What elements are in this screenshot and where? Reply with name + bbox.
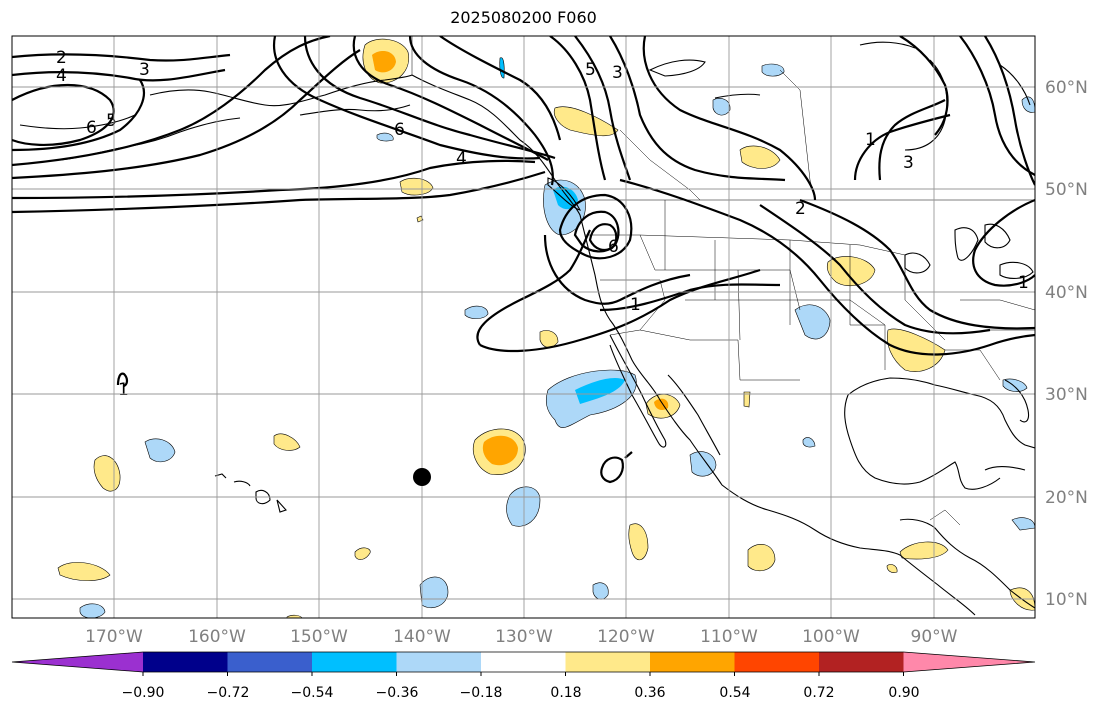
contour-label: 3 <box>612 63 623 83</box>
contour-label: 2 <box>56 48 67 68</box>
contour-label: 4 <box>56 66 67 86</box>
contour-label: 6 <box>608 237 619 257</box>
colorbar-tick-label: 0.18 <box>550 685 581 701</box>
contour-label: 1 <box>630 295 641 315</box>
contour-label: 3 <box>139 60 150 80</box>
colorbar-extend-low <box>12 652 143 672</box>
contour-lines <box>12 36 1035 484</box>
colorbar-segment <box>143 652 228 672</box>
colorbar <box>11 651 1036 676</box>
lat-label: 10°N <box>1045 590 1088 610</box>
colorbar-segment <box>227 652 313 672</box>
lon-label: 140°W <box>393 627 451 647</box>
colorbar-segment <box>650 652 735 672</box>
chart-title: 2025080200 F060 <box>450 8 597 27</box>
contour-label: 5 <box>106 111 117 131</box>
contour-label: 3 <box>903 153 914 173</box>
lon-label: 150°W <box>290 627 348 647</box>
colorbar-tick-label: −0.90 <box>122 685 165 701</box>
contour-label: 4 <box>456 149 467 169</box>
latitude-labels: 60°N 50°N 40°N 30°N 20°N 10°N <box>1045 78 1088 610</box>
colorbar-segment <box>819 652 904 672</box>
storm-center-dot <box>413 468 431 486</box>
gridlines <box>12 36 1035 618</box>
lon-label: 120°W <box>597 627 655 647</box>
colorbar-segment <box>565 652 651 672</box>
lon-label: 100°W <box>802 627 860 647</box>
positive-anomaly-patches <box>57 38 1035 618</box>
colorbar-segment <box>396 652 482 672</box>
colorbar-tick-label: 0.90 <box>888 685 919 701</box>
map-frame <box>11 35 1036 619</box>
contour-label: 1 <box>1018 273 1029 293</box>
contour-label: 6 <box>394 120 405 140</box>
contour-label: 1 <box>865 130 876 150</box>
contour-label: 5 <box>585 60 596 80</box>
lon-label: 170°W <box>85 627 143 647</box>
lat-label: 50°N <box>1045 180 1088 200</box>
lat-label: 30°N <box>1045 385 1088 405</box>
lon-label: 110°W <box>700 627 758 647</box>
colorbar-segment <box>312 652 397 672</box>
colorbar-ticks: −0.90 −0.72 −0.54 −0.36 −0.18 0.18 0.36 … <box>122 685 920 701</box>
contour-label: 6 <box>86 118 97 138</box>
contour-label: 1 <box>118 380 129 400</box>
lon-label: 90°W <box>911 627 958 647</box>
contour-label-group: 2 4 3 6 5 6 4 5 3 6 1 1 3 2 1 1 <box>56 48 1029 400</box>
lon-label: 130°W <box>495 627 553 647</box>
colorbar-tick-label: −0.36 <box>376 685 419 701</box>
colorbar-tick-label: 0.36 <box>634 685 665 701</box>
lat-label: 40°N <box>1045 283 1088 303</box>
coastlines <box>19 41 1035 616</box>
colorbar-tick-label: −0.72 <box>207 685 250 701</box>
lat-label: 20°N <box>1045 488 1088 508</box>
colorbar-tick-label: 0.72 <box>803 685 834 701</box>
colorbar-tick-label: −0.18 <box>460 685 503 701</box>
colorbar-tick-label: −0.54 <box>291 685 334 701</box>
colorbar-tick-label: 0.54 <box>719 685 750 701</box>
longitude-labels: 170°W 160°W 150°W 140°W 130°W 120°W 110°… <box>85 627 958 647</box>
lat-label: 60°N <box>1045 78 1088 98</box>
colorbar-extend-high <box>903 652 1035 672</box>
colorbar-segment <box>481 652 566 672</box>
contour-label: 2 <box>795 199 806 219</box>
lon-label: 160°W <box>188 627 246 647</box>
colorbar-segment <box>734 652 820 672</box>
